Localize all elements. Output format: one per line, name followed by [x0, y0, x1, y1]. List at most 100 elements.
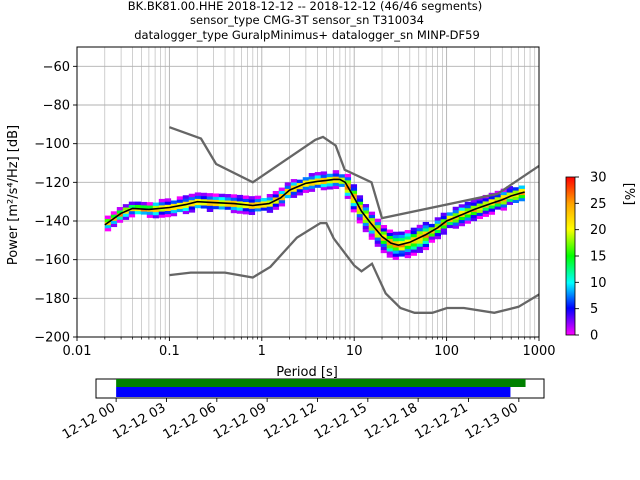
- heatmap-cell: [410, 249, 418, 253]
- heatmap-cell: [386, 251, 394, 255]
- heatmap-cell: [326, 176, 334, 181]
- heatmap-cell: [404, 242, 412, 246]
- heatmap-cell: [470, 211, 478, 216]
- heatmap-cell: [506, 201, 513, 205]
- heatmap-cell: [218, 199, 226, 204]
- heatmap-cell: [308, 173, 316, 177]
- heatmap-cell: [308, 176, 316, 180]
- heatmap-cell: [386, 245, 394, 249]
- heatmap-cell: [200, 195, 208, 200]
- heatmap-cell: [230, 209, 238, 214]
- heatmap-cell: [356, 220, 364, 224]
- heatmap-cell: [212, 196, 220, 200]
- heatmap-cell: [500, 201, 507, 205]
- heatmap-cell: [272, 194, 280, 198]
- heatmap-cell: [464, 220, 472, 224]
- heatmap-cell: [506, 189, 513, 193]
- heatmap-cell: [158, 214, 166, 218]
- heatmap-cell: [374, 224, 382, 229]
- heatmap-cell: [362, 213, 370, 217]
- heatmap-cell: [224, 197, 232, 201]
- heatmap-cell: [266, 197, 274, 201]
- heatmap-cell: [356, 213, 364, 218]
- heatmap-cell: [140, 205, 148, 209]
- heatmap-cell: [314, 181, 322, 185]
- heatmap-cell: [248, 211, 256, 216]
- heatmap-cell: [338, 174, 346, 178]
- heatmap-cell: [356, 198, 364, 202]
- heatmap-cell: [512, 190, 519, 194]
- heatmap-cell: [350, 187, 358, 191]
- heatmap-cell: [452, 212, 460, 217]
- heatmap-cell: [266, 209, 274, 213]
- heatmap-cell: [338, 183, 346, 187]
- heatmap-cell: [290, 185, 298, 189]
- heatmap-cell: [518, 185, 525, 189]
- heatmap-cell: [368, 214, 376, 219]
- heatmap-cell: [506, 198, 513, 202]
- heatmap-cell: [464, 201, 472, 206]
- time-tick-label: 12-12 21: [412, 400, 470, 442]
- heatmap-cell: [380, 237, 388, 241]
- heatmap-cell: [398, 240, 406, 245]
- heatmap-cell: [140, 211, 148, 215]
- heatmap-cell: [182, 198, 190, 202]
- heatmap-cell: [386, 232, 394, 237]
- heatmap-cell: [200, 198, 208, 203]
- heatmap-cell: [272, 200, 280, 204]
- heatmap-cell: [368, 220, 376, 225]
- heatmap-cell: [458, 219, 466, 224]
- heatmap-cell: [332, 170, 340, 174]
- heatmap-cell: [230, 194, 238, 198]
- heatmap-cell: [218, 196, 226, 201]
- heatmap-cell: [128, 204, 136, 209]
- heatmap-cell: [188, 203, 196, 207]
- heatmap-cell: [314, 172, 322, 176]
- heatmap-cell: [434, 229, 442, 234]
- heatmap-cell: [428, 233, 436, 237]
- coverage-bar-blue: [116, 387, 511, 397]
- heatmap-cell: [320, 180, 328, 185]
- heatmap-cell: [308, 188, 316, 192]
- heatmap-cell: [302, 180, 310, 184]
- heatmap-cell: [446, 215, 454, 219]
- heatmap-cell: [254, 208, 262, 212]
- heatmap-cell: [368, 233, 376, 237]
- heatmap-cell: [320, 186, 328, 191]
- curves: [104, 126, 539, 314]
- heatmap-cell: [494, 203, 501, 207]
- psd-probability-heatmap: [104, 170, 525, 260]
- heatmap-cell: [350, 202, 358, 207]
- heatmap-cell: [230, 203, 238, 207]
- colorbar-tick-label: 25: [590, 197, 607, 212]
- y-tick-label: −120: [34, 176, 70, 191]
- x-tick-label: 0.1: [159, 344, 180, 359]
- heatmap-cell: [392, 241, 400, 245]
- heatmap-cell: [404, 239, 412, 243]
- heatmap-cell: [344, 195, 352, 199]
- heatmap-cell: [194, 198, 202, 203]
- heatmap-cell: [422, 237, 430, 241]
- heatmap-cell: [392, 244, 400, 248]
- heatmap-cell: [446, 212, 454, 216]
- heatmap-cell: [284, 182, 292, 186]
- heatmap-cell: [368, 227, 376, 231]
- heatmap-cell: [146, 214, 154, 218]
- heatmap-cell: [230, 197, 238, 201]
- heatmap-cell: [134, 210, 142, 215]
- heatmap-cell: [242, 201, 250, 206]
- heatmap-cell: [344, 180, 352, 184]
- heatmap-cell: [278, 193, 286, 198]
- coverage-bars: [116, 379, 526, 397]
- heatmap-cell: [350, 193, 358, 197]
- heatmap-cell: [302, 177, 310, 181]
- y-tick-label: −200: [34, 331, 70, 346]
- heatmap-cell: [482, 213, 489, 217]
- heatmap-cell: [176, 205, 184, 210]
- heatmap-cell: [398, 237, 406, 242]
- heatmap-cell: [392, 234, 400, 239]
- heatmap-cell: [350, 205, 358, 210]
- heatmap-cell: [194, 201, 202, 206]
